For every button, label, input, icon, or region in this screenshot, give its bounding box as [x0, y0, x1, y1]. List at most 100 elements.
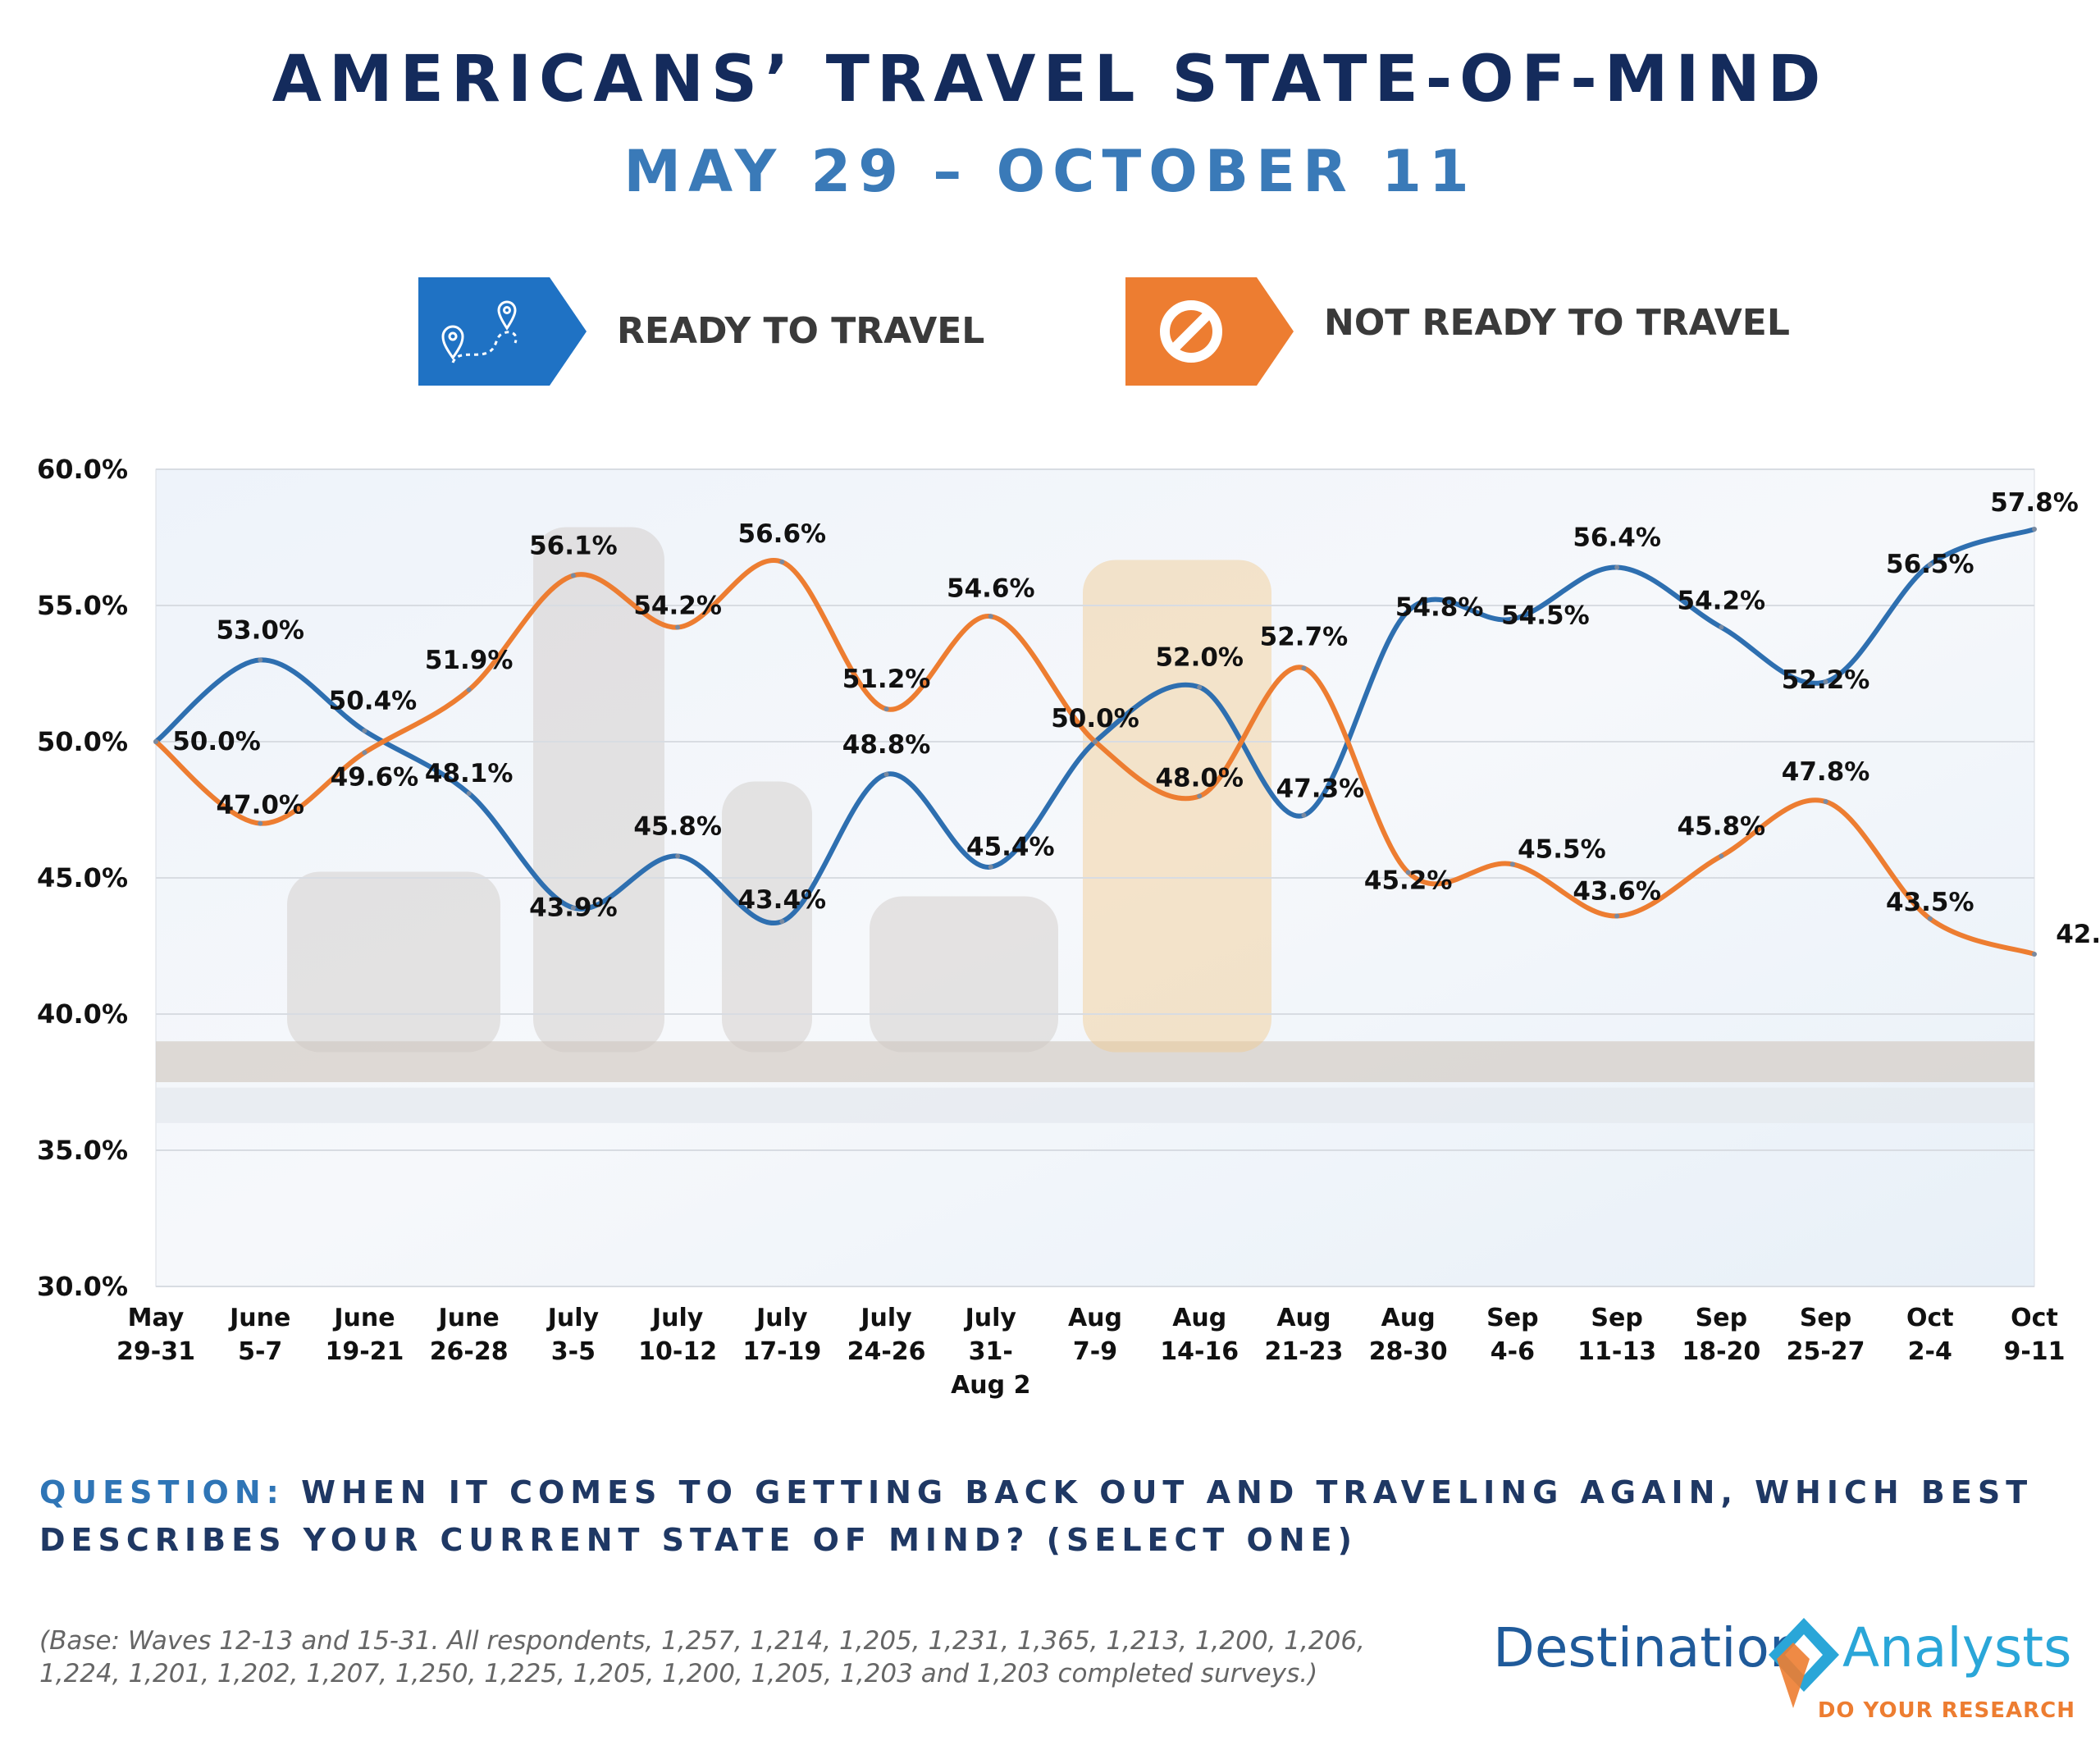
data-point — [883, 706, 889, 712]
data-point — [1197, 684, 1203, 690]
data-label: 45.4% — [966, 833, 1055, 862]
data-label: 45.8% — [633, 811, 722, 841]
x-tick-label: Sep 4-6 — [1486, 1304, 1538, 1366]
data-point — [1405, 870, 1411, 875]
legend-not-ready-label: NOT READY TO TRAVEL — [1324, 302, 1790, 344]
x-tick-label: Sep 25-27 — [1787, 1304, 1865, 1366]
data-label: 45.5% — [1518, 834, 1606, 864]
data-point — [1509, 861, 1515, 867]
data-label: 47.0% — [216, 791, 304, 820]
data-label: 45.2% — [1364, 866, 1453, 895]
data-label: 56.5% — [1886, 550, 1974, 579]
data-point — [1614, 913, 1620, 919]
data-point — [1927, 916, 1933, 921]
data-point — [258, 657, 263, 663]
data-point — [362, 728, 368, 733]
data-label: 49.6% — [331, 762, 419, 792]
x-tick-label: Aug 7-9 — [1068, 1304, 1122, 1366]
brand-tagline: DO YOUR RESEARCH — [1817, 1698, 2075, 1723]
data-label: 47.8% — [1782, 757, 1870, 787]
data-label: 43.9% — [529, 893, 618, 923]
data-point — [570, 573, 576, 578]
data-point — [1719, 624, 1724, 630]
walkway-rail — [156, 1041, 2034, 1082]
data-label: 50.0% — [172, 727, 261, 756]
data-label: 52.7% — [1260, 622, 1349, 651]
x-tick-label: July 17-19 — [742, 1304, 821, 1366]
traveler-silhouette — [533, 527, 664, 1053]
y-axis: 30.0% 35.0% 40.0% 45.0% 50.0% 55.0% 60.0% — [37, 454, 128, 1302]
data-point — [153, 739, 158, 744]
line-chart: 30.0% 35.0% 40.0% 45.0% 50.0% 55.0% 60.0% May 2… — [37, 454, 2100, 1400]
x-tick-label: Oct 9-11 — [2003, 1304, 2065, 1366]
data-label: 54.2% — [633, 592, 722, 621]
data-label: 48.0% — [1155, 763, 1244, 793]
data-point — [1719, 853, 1724, 859]
data-label: 56.1% — [529, 531, 618, 560]
data-point — [675, 624, 681, 630]
diamond-logo-icon — [1769, 1618, 1839, 1708]
x-tick-label: Aug 28-30 — [1369, 1304, 1448, 1366]
data-point — [570, 905, 576, 911]
data-label: 52.2% — [1782, 665, 1870, 695]
data-label: 52.0% — [1155, 643, 1244, 673]
question-label: QUESTION: — [39, 1474, 285, 1510]
data-label: 51.9% — [425, 646, 514, 675]
data-point — [1301, 665, 1307, 671]
x-tick-label: May 29-31 — [116, 1304, 195, 1366]
data-label: 43.6% — [1573, 876, 1661, 906]
suitcase-silhouette — [287, 871, 500, 1053]
data-point — [1405, 608, 1411, 614]
x-tick-label: July 31-Aug 2 — [951, 1304, 1030, 1400]
x-tick-label: Aug 21-23 — [1264, 1304, 1343, 1366]
data-point — [2032, 951, 2037, 957]
prohibited-icon — [1125, 277, 1294, 386]
legend-ready-label: READY TO TRAVEL — [617, 310, 985, 352]
data-point — [362, 750, 368, 756]
gridlines — [156, 468, 2034, 1287]
chart-subtitle: MAY 29 – OCTOBER 11 — [623, 138, 1477, 205]
x-tick-label: June 19-21 — [325, 1304, 404, 1366]
data-label: 45.8% — [1678, 811, 1766, 841]
data-label: 48.8% — [842, 730, 931, 760]
x-tick-label: July 10-12 — [638, 1304, 717, 1366]
chart-title: AMERICANS’ TRAVEL STATE-OF-MIND — [272, 43, 1828, 117]
brand-logo: Destination Analysts DO YOUR RESEARCH — [1493, 1616, 2084, 1731]
x-tick-label: Sep 18-20 — [1682, 1304, 1760, 1366]
y-tick-label: 50.0% — [37, 726, 128, 757]
x-tick-label: June 26-28 — [430, 1304, 509, 1366]
y-tick-label: 55.0% — [37, 590, 128, 621]
data-label: 54.2% — [1678, 587, 1766, 616]
data-labels: 53.0% 50.4% 48.1% 43.9% 45.8% 43.4% 48.8% 45.4%… — [172, 488, 2100, 949]
data-point — [779, 559, 785, 564]
x-tick-label: Sep 11-13 — [1577, 1304, 1656, 1366]
data-label: 53.0% — [216, 615, 304, 645]
brand-name-left: Destination — [1493, 1616, 1804, 1679]
data-point — [1509, 616, 1515, 622]
data-label: 43.5% — [1886, 888, 1974, 917]
data-point — [1197, 793, 1203, 799]
map-route-icon — [418, 277, 587, 386]
data-point — [988, 864, 993, 870]
data-label: 42.2% — [2056, 920, 2100, 949]
floor-reflection — [156, 1087, 2034, 1123]
x-tick-label: Aug 14-16 — [1160, 1304, 1239, 1366]
legend-not-ready: NOT READY TO TRAVEL — [1125, 277, 1864, 386]
y-tick-label: 35.0% — [37, 1135, 128, 1166]
y-tick-label: 45.0% — [37, 862, 128, 893]
y-tick-label: 40.0% — [37, 998, 128, 1030]
data-label: 56.6% — [738, 519, 827, 549]
child-silhouette — [722, 781, 812, 1053]
base-note: (Base: Waves 12-13 and 15-31. All respon… — [39, 1626, 1365, 1688]
traveler-silhouette — [1083, 560, 1271, 1053]
y-tick-label: 30.0% — [37, 1271, 128, 1302]
data-point — [1927, 562, 1933, 568]
x-tick-label: July 3-5 — [546, 1304, 600, 1366]
data-point — [1093, 739, 1098, 744]
x-tick-label: June 5-7 — [228, 1304, 290, 1366]
series-lines — [153, 527, 2037, 957]
data-label: 43.4% — [738, 885, 827, 915]
data-point — [466, 687, 472, 692]
data-point — [1823, 799, 1828, 805]
data-point — [675, 853, 681, 859]
